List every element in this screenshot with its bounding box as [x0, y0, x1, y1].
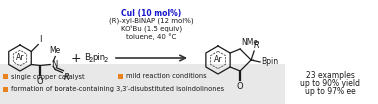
Bar: [3, 87, 8, 92]
Text: +: +: [71, 51, 81, 64]
Text: pin: pin: [92, 53, 105, 63]
Bar: [3, 74, 8, 79]
FancyArrowPatch shape: [116, 55, 185, 61]
Text: up to 97% ee: up to 97% ee: [305, 87, 355, 97]
Text: O: O: [36, 77, 43, 86]
Text: I: I: [39, 35, 42, 44]
Text: Me: Me: [50, 46, 61, 55]
Text: R: R: [64, 74, 70, 82]
Text: toluene, 40 °C: toluene, 40 °C: [126, 33, 177, 40]
Text: N: N: [51, 60, 57, 69]
Text: up to 90% yield: up to 90% yield: [300, 79, 360, 89]
Text: formation of borate-containing 3,3′-disubstituted isoindolinones: formation of borate-containing 3,3′-disu…: [11, 87, 224, 92]
Text: Ar: Ar: [214, 56, 222, 64]
Text: O: O: [236, 82, 243, 91]
Text: Ar: Ar: [16, 53, 24, 63]
Bar: [118, 74, 123, 79]
Text: NMe: NMe: [241, 38, 258, 47]
Text: B: B: [84, 53, 90, 63]
Text: single copper catalyst: single copper catalyst: [11, 74, 85, 79]
Bar: [0, 64, 285, 104]
Text: (R)-xyl-BINAP (12 mol%): (R)-xyl-BINAP (12 mol%): [109, 17, 194, 24]
Text: CuI (10 mol%): CuI (10 mol%): [121, 9, 181, 18]
Text: 2: 2: [89, 58, 93, 64]
Text: mild reaction conditions: mild reaction conditions: [126, 74, 207, 79]
Text: KOᵗBu (1.5 equiv): KOᵗBu (1.5 equiv): [121, 25, 182, 32]
Text: R: R: [254, 41, 260, 50]
Text: 2: 2: [104, 58, 108, 64]
Text: Bpin: Bpin: [261, 56, 278, 66]
Text: 23 examples: 23 examples: [305, 72, 355, 80]
